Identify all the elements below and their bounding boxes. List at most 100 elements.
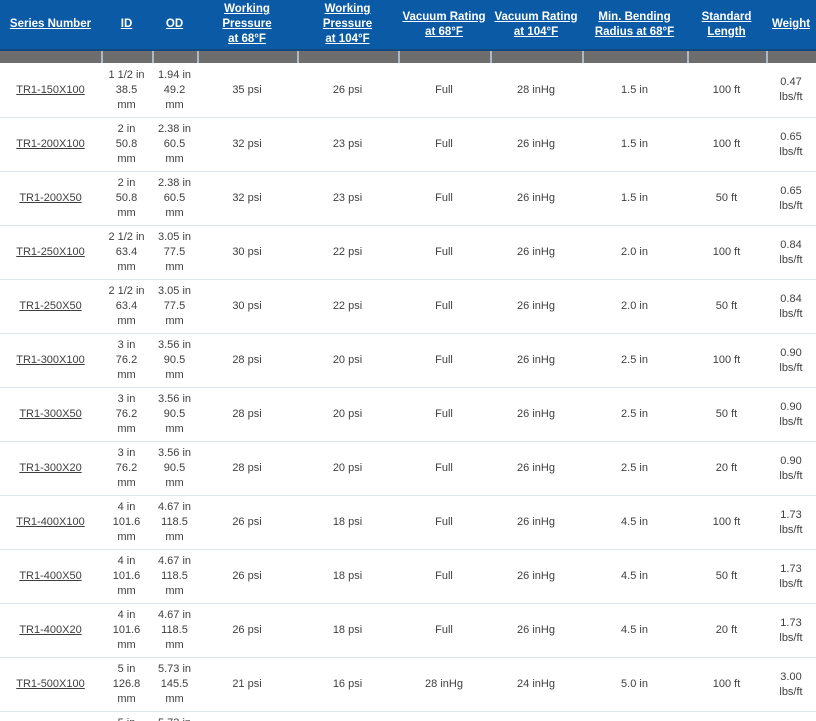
table-row: TR1-250X50 2 1/2 in 63.4 mm 3.05 in 77.5 m… bbox=[0, 279, 816, 333]
cell-series bbox=[0, 711, 101, 721]
cell-vac68: Full bbox=[398, 387, 490, 441]
cell-wp68: 26 psi bbox=[197, 549, 297, 603]
cell-series: TR1-400X20 bbox=[0, 603, 101, 657]
cell-od: 1.94 in 49.2 mm bbox=[152, 63, 197, 117]
column-header-vac68[interactable]: Vacuum Rating at 68°F bbox=[398, 0, 490, 51]
cell-length: 100 ft bbox=[687, 495, 766, 549]
column-header-label[interactable]: Vacuum Rating at 104°F bbox=[494, 10, 578, 38]
cell-weight: 0.84 lbs/ft bbox=[766, 279, 816, 333]
column-header-vac104[interactable]: Vacuum Rating at 104°F bbox=[490, 0, 582, 51]
cell-bend: 4.5 in bbox=[582, 495, 687, 549]
table-row: 5 in5.73 in bbox=[0, 711, 816, 721]
cell-id: 2 in 50.8 mm bbox=[101, 117, 152, 171]
column-header-label[interactable]: Vacuum Rating at 68°F bbox=[402, 10, 486, 38]
cell-od: 3.56 in 90.5 mm bbox=[152, 441, 197, 495]
cell-weight: 0.84 lbs/ft bbox=[766, 225, 816, 279]
column-header-label[interactable]: Working Pressure at 104°F bbox=[322, 3, 373, 45]
cell-vac104: 26 inHg bbox=[490, 549, 582, 603]
column-header-wp68[interactable]: Working Pressure at 68°F bbox=[197, 0, 297, 51]
cell-wp104: 20 psi bbox=[297, 441, 398, 495]
series-link[interactable]: TR1-150X100 bbox=[16, 83, 85, 96]
series-link[interactable]: TR1-200X50 bbox=[19, 192, 82, 204]
cell-id: 4 in 101.6 mm bbox=[101, 603, 152, 657]
column-header-wp104[interactable]: Working Pressure at 104°F bbox=[297, 0, 398, 51]
cell-series: TR1-200X100 bbox=[0, 117, 101, 171]
cell-length: 100 ft bbox=[687, 225, 766, 279]
cell-wp68: 21 psi bbox=[197, 657, 297, 711]
cell-series: TR1-400X50 bbox=[0, 549, 101, 603]
cell-wp68: 30 psi bbox=[197, 279, 297, 333]
cell-bend: 2.5 in bbox=[582, 387, 687, 441]
cell-vac68: Full bbox=[398, 171, 490, 225]
header-underbar bbox=[0, 51, 101, 63]
series-link[interactable]: TR1-400X50 bbox=[19, 570, 82, 582]
series-link[interactable]: TR1-500X100 bbox=[16, 678, 85, 690]
cell-weight: 1.73 lbs/ft bbox=[766, 495, 816, 549]
cell-bend: 2.5 in bbox=[582, 333, 687, 387]
cell-wp104: 16 psi bbox=[297, 657, 398, 711]
cell-weight bbox=[766, 711, 816, 721]
cell-vac104: 26 inHg bbox=[490, 279, 582, 333]
cell-vac68: Full bbox=[398, 603, 490, 657]
column-header-label[interactable]: Working Pressure at 68°F bbox=[222, 3, 272, 45]
column-header-weight[interactable]: Weight bbox=[766, 0, 816, 51]
header-underbar bbox=[197, 51, 297, 63]
series-link[interactable]: TR1-250X50 bbox=[19, 300, 82, 312]
column-header-id[interactable]: ID bbox=[101, 0, 152, 51]
table-row: TR1-200X50 2 in 50.8 mm 2.38 in 60.5 mm 32 … bbox=[0, 171, 816, 225]
cell-bend: 5.0 in bbox=[582, 657, 687, 711]
cell-id: 2 in 50.8 mm bbox=[101, 171, 152, 225]
series-link[interactable]: TR1-400X20 bbox=[19, 624, 82, 636]
table-row: TR1-400X50 4 in 101.6 mm 4.67 in 118.5 mm 2… bbox=[0, 549, 816, 603]
column-header-label[interactable]: Min. Bending Radius at 68°F bbox=[594, 10, 675, 38]
cell-length: 20 ft bbox=[687, 441, 766, 495]
cell-series: TR1-250X50 bbox=[0, 279, 101, 333]
column-header-label[interactable]: Standard Length bbox=[701, 10, 752, 38]
cell-vac104: 26 inHg bbox=[490, 225, 582, 279]
cell-od: 2.38 in 60.5 mm bbox=[152, 117, 197, 171]
table-row: TR1-300X20 3 in 76.2 mm 3.56 in 90.5 mm 28 … bbox=[0, 441, 816, 495]
cell-wp104: 18 psi bbox=[297, 549, 398, 603]
header-underbar bbox=[152, 51, 197, 63]
column-header-length[interactable]: Standard Length bbox=[687, 0, 766, 51]
series-link[interactable]: TR1-300X50 bbox=[19, 408, 82, 420]
cell-bend: 4.5 in bbox=[582, 549, 687, 603]
cell-wp104: 26 psi bbox=[297, 63, 398, 117]
column-header-label[interactable]: Series Number bbox=[9, 18, 92, 30]
table-row: TR1-250X100 2 1/2 in 63.4 mm 3.05 in 77.5 … bbox=[0, 225, 816, 279]
cell-wp104: 20 psi bbox=[297, 333, 398, 387]
series-link[interactable]: TR1-250X100 bbox=[16, 246, 85, 258]
column-header-bend[interactable]: Min. Bending Radius at 68°F bbox=[582, 0, 687, 51]
header-underbar bbox=[101, 51, 152, 63]
cell-wp68: 32 psi bbox=[197, 117, 297, 171]
cell-id: 2 1/2 in 63.4 mm bbox=[101, 225, 152, 279]
cell-wp68: 28 psi bbox=[197, 333, 297, 387]
column-header-label[interactable]: OD bbox=[165, 18, 184, 30]
header-underbar bbox=[687, 51, 766, 63]
series-link[interactable]: TR1-300X100 bbox=[16, 354, 85, 366]
cell-vac104: 26 inHg bbox=[490, 333, 582, 387]
series-link[interactable]: TR1-400X100 bbox=[16, 516, 85, 528]
column-header-series[interactable]: Series Number bbox=[0, 0, 101, 51]
table-row: TR1-400X20 4 in 101.6 mm 4.67 in 118.5 mm 2… bbox=[0, 603, 816, 657]
cell-length: 50 ft bbox=[687, 171, 766, 225]
table-row: TR1-400X100 4 in 101.6 mm 4.67 in 118.5 mm… bbox=[0, 495, 816, 549]
series-link[interactable]: TR1-200X100 bbox=[16, 138, 85, 150]
cell-bend: 4.5 in bbox=[582, 603, 687, 657]
cell-vac68: Full bbox=[398, 549, 490, 603]
cell-weight: 0.47 lbs/ft bbox=[766, 63, 816, 117]
series-link[interactable]: TR1-300X20 bbox=[19, 462, 82, 474]
cell-wp104: 23 psi bbox=[297, 117, 398, 171]
cell-wp68: 32 psi bbox=[197, 171, 297, 225]
header-underbar bbox=[766, 51, 816, 63]
cell-series: TR1-300X100 bbox=[0, 333, 101, 387]
cell-wp104: 18 psi bbox=[297, 495, 398, 549]
column-header-label[interactable]: ID bbox=[120, 18, 133, 30]
cell-bend: 2.0 in bbox=[582, 225, 687, 279]
cell-id: 4 in 101.6 mm bbox=[101, 495, 152, 549]
column-header-od[interactable]: OD bbox=[152, 0, 197, 51]
cell-wp104: 20 psi bbox=[297, 387, 398, 441]
cell-vac104: 28 inHg bbox=[490, 63, 582, 117]
column-header-label[interactable]: Weight bbox=[771, 18, 811, 30]
